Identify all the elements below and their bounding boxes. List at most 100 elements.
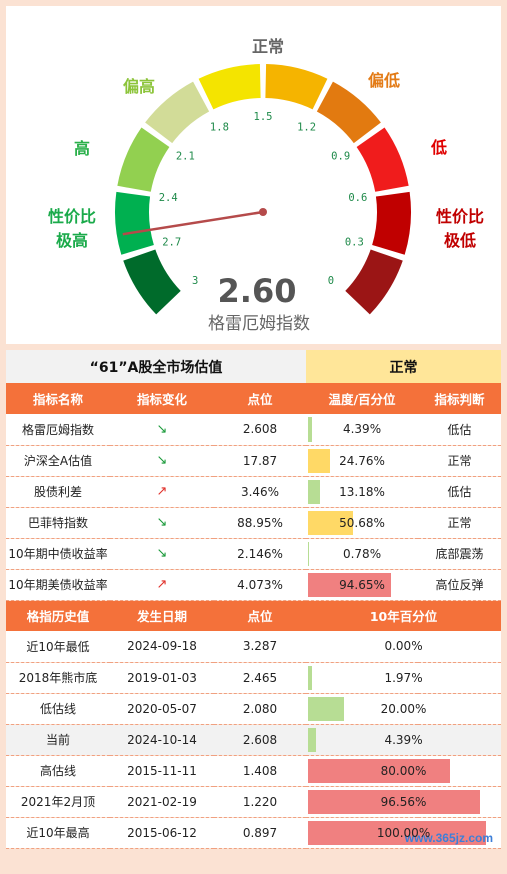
gauge-tick-label: 2.4 [159, 192, 178, 204]
col-header-change: 指标变化 [110, 383, 214, 414]
indicator-header-row: 指标名称 指标变化 点位 温度/百分位 指标判断 [6, 383, 502, 414]
col-header-point: 点位 [214, 600, 307, 631]
change-arrow: ↗ [110, 569, 214, 601]
gauge-tick-label: 1.2 [297, 121, 316, 133]
gauge-segment [117, 127, 170, 192]
history-value: 2.608 [214, 724, 307, 756]
change-arrow: ↗ [110, 476, 214, 508]
gauge-segment [372, 191, 411, 255]
history-row: 2021年2月顶 2021-02-19 1.220 96.56% [6, 786, 502, 818]
summary-row: “61”A股全市场估值 正常 [6, 350, 502, 383]
gauge-tick-label: 2.1 [176, 151, 195, 163]
indicator-judgement: 低估 [418, 414, 502, 446]
history-name: 2021年2月顶 [6, 786, 110, 818]
percentile-text: 13.18% [339, 484, 385, 499]
percentile-bar [308, 572, 392, 597]
history-percentile-cell: 100.00% [306, 817, 502, 849]
history-name: 当前 [6, 724, 110, 756]
history-name: 近10年最低 [6, 631, 110, 663]
indicator-row: 格雷厄姆指数 ↘ 2.608 4.39% 低估 [6, 414, 502, 446]
percentile-bar [308, 820, 487, 845]
change-arrow: ↘ [110, 445, 214, 477]
valuation-table: “61”A股全市场估值 正常 指标名称 指标变化 点位 温度/百分位 指标判断 … [6, 350, 502, 849]
history-value: 2.465 [214, 662, 307, 694]
gauge-zone-label: 性价比极高 [48, 207, 96, 250]
col-header-name: 指标名称 [6, 383, 110, 414]
indicator-row: 巴菲特指数 ↘ 88.95% 50.68% 正常 [6, 507, 502, 539]
gauge-tick-label: 3 [192, 275, 198, 287]
change-arrow: ↘ [110, 538, 214, 570]
percentile-cell: 4.39% [306, 414, 419, 446]
history-percentile-cell: 96.56% [306, 786, 502, 818]
percentile-bar [308, 758, 451, 783]
gauge-value: 2.60 [218, 272, 297, 310]
gauge-segment [123, 249, 181, 315]
history-row: 近10年最高 2015-06-12 0.897 100.00% [6, 817, 502, 849]
indicator-value: 2.608 [214, 414, 307, 446]
percentile-text: 0.78% [342, 546, 382, 561]
gauge-tick-label: 0.3 [345, 237, 364, 249]
indicator-name: 沪深全A估值 [6, 445, 110, 477]
indicator-judgement: 底部震荡 [418, 538, 502, 570]
indicator-value: 2.146% [214, 538, 307, 570]
history-row: 近10年最低 2024-09-18 3.287 0.00% [6, 631, 502, 663]
indicator-row: 10年期美债收益率 ↗ 4.073% 94.65% 高位反弹 [6, 569, 502, 601]
percentile-text: 94.65% [339, 577, 385, 592]
indicator-name: 股债利差 [6, 476, 110, 508]
col-header-10y-percentile: 10年百分位 [306, 600, 502, 631]
history-row: 高估线 2015-11-11 1.408 80.00% [6, 755, 502, 787]
history-date: 2019-01-03 [110, 662, 214, 694]
history-row: 当前 2024-10-14 2.608 4.39% [6, 724, 502, 756]
percentile-text: 4.39% [384, 732, 423, 747]
indicator-name: 10年期美债收益率 [6, 569, 110, 601]
indicator-name: 10年期中债收益率 [6, 538, 110, 570]
percentile-bar [308, 510, 353, 535]
history-name: 低估线 [6, 693, 110, 725]
gauge-caption: 格雷厄姆指数 [208, 314, 310, 334]
history-percentile-cell: 1.97% [306, 662, 502, 694]
indicator-row: 10年期中债收益率 ↘ 2.146% 0.78% 底部震荡 [6, 538, 502, 570]
indicator-row: 股债利差 ↗ 3.46% 13.18% 低估 [6, 476, 502, 508]
gauge-segment [198, 64, 261, 110]
gauge-zone-label: 偏低 [368, 71, 400, 90]
percentile-bar [308, 665, 312, 690]
gauge-segment [356, 127, 409, 192]
percentile-cell: 94.65% [306, 569, 419, 601]
percentile-bar [308, 727, 316, 752]
gauge-tick-label: 2.7 [162, 237, 181, 249]
gauge-zone-label: 偏高 [123, 77, 155, 96]
history-percentile-cell: 80.00% [306, 755, 502, 787]
col-header-percentile: 温度/百分位 [306, 383, 419, 414]
percentile-text: 4.39% [342, 422, 382, 437]
history-name: 高估线 [6, 755, 110, 787]
summary-title: “61”A股全市场估值 [6, 350, 307, 383]
history-date: 2024-10-14 [110, 724, 214, 756]
history-value: 2.080 [214, 693, 307, 725]
history-date: 2020-05-07 [110, 693, 214, 725]
gauge-tick-label: 1.8 [210, 121, 229, 133]
indicator-judgement: 正常 [418, 507, 502, 539]
col-header-judge: 指标判断 [418, 383, 502, 414]
gauge-tick-label: 0.6 [348, 192, 367, 204]
history-value: 1.408 [214, 755, 307, 787]
gauge-zone-label: 性价比极低 [436, 207, 484, 250]
percentile-text: 24.76% [339, 453, 385, 468]
gauge-zone-label: 高 [74, 139, 90, 158]
indicator-value: 88.95% [214, 507, 307, 539]
gauge-segment [316, 81, 381, 144]
valuation-table-panel: “61”A股全市场估值 正常 指标名称 指标变化 点位 温度/百分位 指标判断 … [6, 350, 502, 849]
gauge-zone-label: 低 [430, 138, 447, 157]
gauge-segment [145, 81, 210, 144]
history-percentile-cell: 20.00% [306, 693, 502, 725]
percentile-cell: 24.76% [306, 445, 419, 477]
indicator-name: 格雷厄姆指数 [6, 414, 110, 446]
gauge-needle [122, 210, 264, 236]
indicator-value: 17.87 [214, 445, 307, 477]
indicator-name: 巴菲特指数 [6, 507, 110, 539]
history-header-row: 格指历史值 发生日期 点位 10年百分位 [6, 600, 502, 631]
gauge-segment [265, 64, 328, 110]
col-header-history: 格指历史值 [6, 600, 110, 631]
percentile-bar [308, 479, 320, 504]
gauge-panel: 0 0.3 0.6 0.9 1.2 1.5 1.8 2.1 2.4 2.7 3 正常 偏低低性价比极低… [6, 6, 501, 344]
history-name: 近10年最高 [6, 817, 110, 849]
